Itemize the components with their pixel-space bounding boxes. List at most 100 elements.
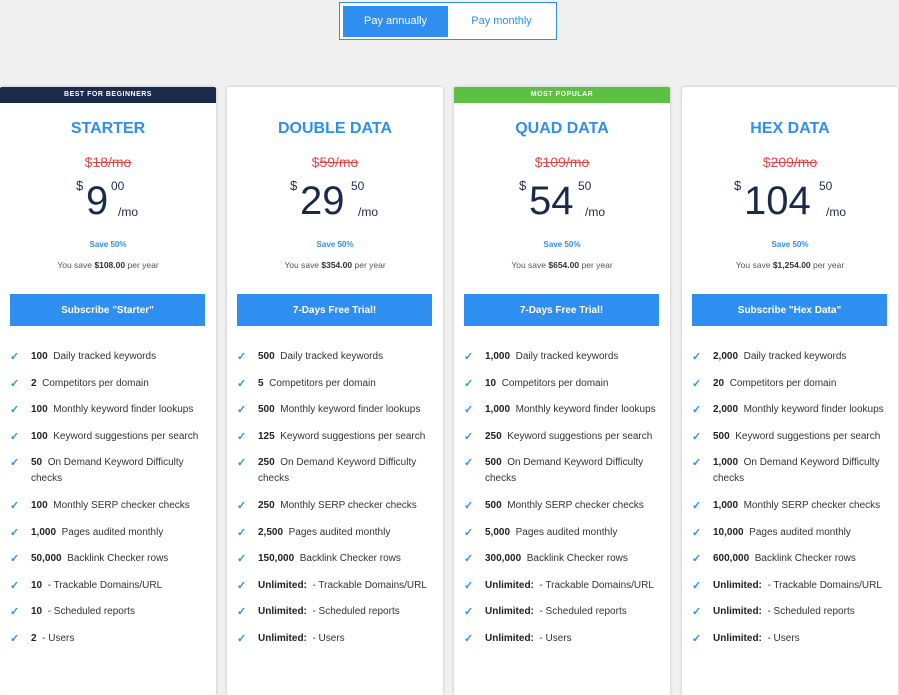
check-icon: ✓ xyxy=(464,526,474,539)
save-amount: $108.00 xyxy=(94,260,126,270)
subscribe-button[interactable]: Subscribe "Hex Data" xyxy=(692,294,887,326)
feature-value: 2 xyxy=(31,377,37,389)
feature-value: 10 xyxy=(485,377,497,389)
feature-item: ✓ 600,000 Backlink Checker rows xyxy=(692,551,892,567)
feature-item: ✓ 1,000 Daily tracked keywords xyxy=(464,349,664,365)
check-icon: ✓ xyxy=(692,579,702,592)
pay-monthly-tab[interactable]: Pay monthly xyxy=(471,15,532,27)
save-amount: $654.00 xyxy=(548,260,580,270)
plan-title: STARTER xyxy=(70,120,146,137)
feature-value: 100 xyxy=(31,499,48,511)
check-icon: ✓ xyxy=(237,579,247,592)
feature-label: - Users xyxy=(312,632,345,644)
feature-label: - Scheduled reports xyxy=(312,606,400,618)
feature-label: Daily tracked keywords xyxy=(743,351,847,362)
check-icon: ✓ xyxy=(692,632,702,645)
feature-label: Monthly keyword finder lookups xyxy=(280,404,421,416)
feature-value: 100 xyxy=(31,430,48,442)
feature-value: 1,000 xyxy=(485,404,511,416)
feature-value: 125 xyxy=(258,430,275,442)
feature-label: - Trackable Domains/URL xyxy=(312,579,427,591)
save-percent: Save 50% xyxy=(543,240,581,249)
price-currency: $ xyxy=(290,178,298,193)
feature-label: Competitors per domain xyxy=(42,377,149,389)
feature-item: ✓ Unlimited: - Users xyxy=(464,631,664,647)
check-icon: ✓ xyxy=(237,632,247,645)
old-price-currency: $ xyxy=(762,154,771,170)
feature-value: Unlimited: xyxy=(258,579,307,591)
save-percent: Save 50% xyxy=(316,240,354,249)
feature-item: ✓ 100 Daily tracked keywords xyxy=(10,349,210,365)
check-icon: ✓ xyxy=(237,606,247,619)
price-currency: $ xyxy=(734,178,742,193)
check-icon: ✓ xyxy=(464,553,474,566)
old-price-amount: 59/mo xyxy=(319,154,359,170)
feature-item: ✓ 50,000 Backlink Checker rows xyxy=(10,551,210,567)
feature-label: On Demand Keyword Difficulty checks xyxy=(258,457,417,485)
save-amount-line: You save $1,254.00 per year xyxy=(682,260,898,270)
check-icon: ✓ xyxy=(237,499,247,512)
check-icon: ✓ xyxy=(237,526,247,539)
feature-value: Unlimited: xyxy=(713,632,762,644)
feature-item: ✓ 10,000 Pages audited monthly xyxy=(692,525,892,541)
feature-value: 150,000 xyxy=(258,553,295,565)
feature-item: ✓ 500 Daily tracked keywords xyxy=(237,349,437,365)
feature-item: ✓ 10 Competitors per domain xyxy=(464,376,664,392)
price-cents: 50 xyxy=(351,179,365,193)
feature-label: On Demand Keyword Difficulty checks xyxy=(485,457,644,485)
feature-label: - Users xyxy=(539,632,572,644)
feature-list: ✓ 500 Daily tracked keywords ✓ 5 Competitor… xyxy=(237,349,437,658)
feature-item: ✓ 2,500 Pages audited monthly xyxy=(237,525,437,541)
check-icon: ✓ xyxy=(692,499,702,512)
subscribe-button[interactable]: 7-Days Free Trial! xyxy=(237,294,432,326)
feature-label: Keyword suggestions per search xyxy=(280,430,426,442)
feature-item: ✓ 100 Keyword suggestions per search xyxy=(10,429,210,445)
price-period: /mo xyxy=(118,205,139,219)
feature-item: ✓ Unlimited: - Trackable Domains/URL xyxy=(237,578,437,594)
price-period: /mo xyxy=(585,205,606,219)
price-integer: 54 xyxy=(529,179,574,223)
save-percent: Save 50% xyxy=(771,240,809,249)
feature-item: ✓ 250 Keyword suggestions per search xyxy=(464,429,664,445)
feature-item: ✓ 100 Monthly SERP checker checks xyxy=(10,498,210,514)
price-cents: 50 xyxy=(578,179,592,193)
feature-value: 500 xyxy=(713,430,730,442)
feature-label: Backlink Checker rows xyxy=(67,553,169,565)
plan-banner: BEST FOR BEGINNERS xyxy=(0,87,216,103)
check-icon: ✓ xyxy=(464,404,474,417)
plan-title: QUAD DATA xyxy=(515,120,609,137)
feature-item: ✓ 5,000 Pages audited monthly xyxy=(464,525,664,541)
check-icon: ✓ xyxy=(10,499,20,512)
feature-label: Backlink Checker rows xyxy=(299,553,401,565)
check-icon: ✓ xyxy=(464,579,474,592)
feature-label: - Trackable Domains/URL xyxy=(539,579,654,591)
feature-label: Competitors per domain xyxy=(269,377,376,389)
price-integer: 29 xyxy=(300,179,345,223)
save-amount: $354.00 xyxy=(321,260,353,270)
feature-label: Keyword suggestions per search xyxy=(735,430,881,442)
billing-toggle[interactable]: Pay annually Pay monthly xyxy=(339,2,557,40)
feature-list: ✓ 2,000 Daily tracked keywords ✓ 20 Competi… xyxy=(692,349,892,658)
feature-label: Monthly SERP checker checks xyxy=(507,499,644,511)
feature-label: On Demand Keyword Difficulty checks xyxy=(713,457,880,485)
feature-item: ✓ 125 Keyword suggestions per search xyxy=(237,429,437,445)
check-icon: ✓ xyxy=(692,457,702,470)
feature-item: ✓ 250 On Demand Keyword Difficulty checks xyxy=(237,455,437,487)
plan-card-quad-data: MOST POPULAR QUAD DATA $109/mo $54 50/mo Save… xyxy=(454,87,670,695)
pay-annually-tab[interactable]: Pay annually xyxy=(343,6,448,37)
feature-value: 2,500 xyxy=(258,526,284,538)
feature-label: Monthly keyword finder lookups xyxy=(743,404,884,416)
subscribe-button[interactable]: 7-Days Free Trial! xyxy=(464,294,659,326)
feature-item: ✓ 500 On Demand Keyword Difficulty checks xyxy=(464,455,664,487)
save-amount-line: You save $108.00 per year xyxy=(0,260,216,270)
price-currency: $ xyxy=(76,178,84,193)
feature-value: Unlimited: xyxy=(713,606,762,618)
feature-item: ✓ 2 Competitors per domain xyxy=(10,376,210,392)
subscribe-button[interactable]: Subscribe "Starter" xyxy=(10,294,205,326)
save-suffix: per year xyxy=(813,260,845,270)
price-period: /mo xyxy=(826,205,847,219)
feature-item: ✓ 5 Competitors per domain xyxy=(237,376,437,392)
feature-label: - Trackable Domains/URL xyxy=(767,579,882,591)
feature-item: ✓ Unlimited: - Users xyxy=(692,631,892,647)
feature-label: Daily tracked keywords xyxy=(53,351,157,362)
